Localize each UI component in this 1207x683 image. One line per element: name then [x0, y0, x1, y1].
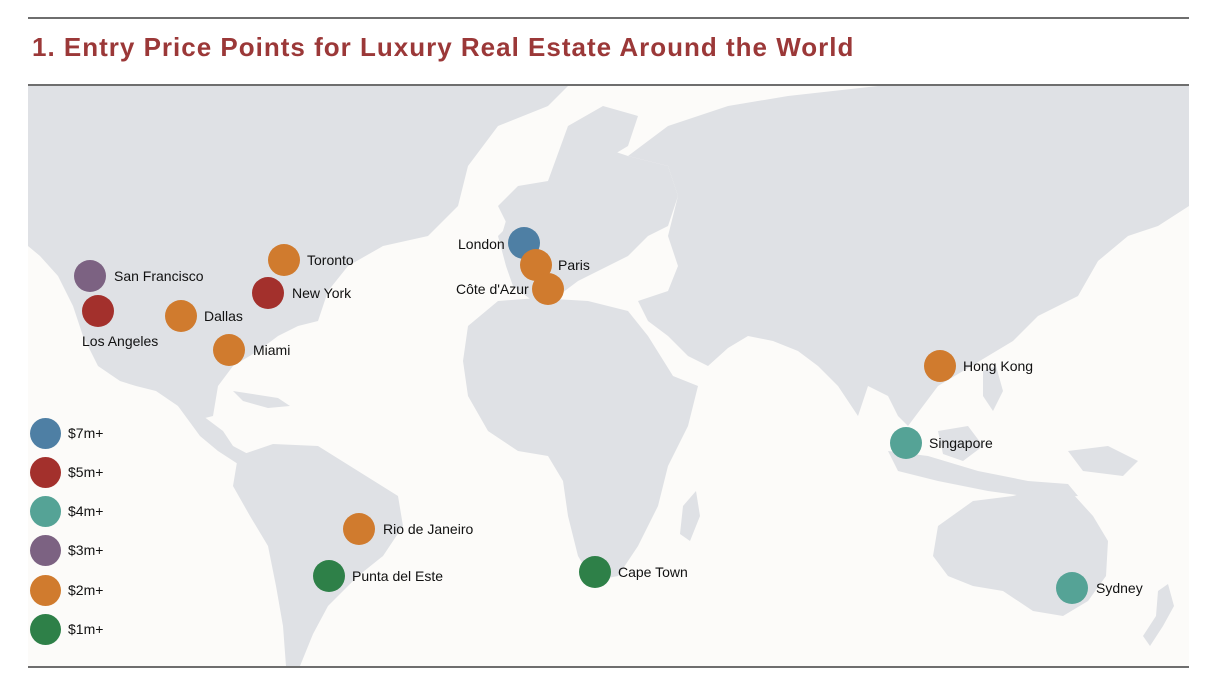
legend-label: $7m+	[68, 425, 104, 441]
city-marker-toronto	[268, 244, 300, 276]
city-label-toronto: Toronto	[307, 252, 354, 268]
city-marker-punta-del-este	[313, 560, 345, 592]
legend-label: $2m+	[68, 582, 104, 598]
city-label-paris: Paris	[558, 257, 590, 273]
city-marker-los-angeles	[82, 295, 114, 327]
city-label-cote-d-azur: Côte d'Azur	[456, 281, 529, 297]
legend-label: $5m+	[68, 464, 104, 480]
legend-swatch	[30, 496, 61, 527]
legend-swatch	[30, 575, 61, 606]
legend-label: $3m+	[68, 542, 104, 558]
landmass-japan	[1018, 241, 1068, 308]
city-marker-miami	[213, 334, 245, 366]
city-marker-singapore	[890, 427, 922, 459]
city-label-london: London	[458, 236, 505, 252]
city-marker-dallas	[165, 300, 197, 332]
city-marker-new-york	[252, 277, 284, 309]
title-rule	[28, 84, 1189, 86]
landmass-new-guinea	[1068, 446, 1138, 476]
city-label-miami: Miami	[253, 342, 291, 358]
landmass-madagascar	[680, 491, 700, 541]
city-marker-cote-d-azur	[532, 273, 564, 305]
landmass-philippines	[983, 366, 1003, 411]
city-marker-hong-kong	[924, 350, 956, 382]
city-marker-rio-de-janeiro	[343, 513, 375, 545]
city-label-cape-town: Cape Town	[618, 564, 688, 580]
landmass-south-america	[233, 444, 403, 666]
city-label-rio-de-janeiro: Rio de Janeiro	[383, 521, 474, 537]
city-marker-cape-town	[579, 556, 611, 588]
legend-swatch	[30, 535, 61, 566]
city-label-san-francisco: San Francisco	[114, 268, 204, 284]
city-marker-san-francisco	[74, 260, 106, 292]
legend-swatch	[30, 457, 61, 488]
bottom-rule	[28, 666, 1189, 668]
city-label-punta-del-este: Punta del Este	[352, 568, 444, 584]
city-label-new-york: New York	[292, 285, 352, 301]
legend-swatch	[30, 614, 61, 645]
landmass-scandinavia	[548, 106, 638, 201]
map-title: 1. Entry Price Points for Luxury Real Es…	[32, 32, 855, 62]
landmass-borneo	[938, 426, 983, 461]
city-marker-sydney	[1056, 572, 1088, 604]
city-label-los-angeles: Los Angeles	[82, 333, 159, 349]
landmass-caribbean	[233, 391, 290, 408]
city-label-sydney: Sydney	[1096, 580, 1143, 596]
legend-swatch	[30, 418, 61, 449]
top-rule	[28, 17, 1189, 19]
city-label-singapore: Singapore	[929, 435, 993, 451]
landmass-asia	[628, 86, 1189, 426]
landmass-greenland	[358, 86, 488, 181]
legend-label: $4m+	[68, 503, 104, 519]
city-label-hong-kong: Hong Kong	[963, 358, 1034, 374]
world-map: $7m+ $5m+ $4m+ $3m+ $2m+ $1m+ San Francisco Lo…	[28, 86, 1189, 666]
city-label-dallas: Dallas	[204, 308, 243, 324]
land-masses	[28, 86, 1189, 666]
landmass-new-zealand	[1143, 584, 1174, 646]
landmass-africa	[463, 298, 698, 581]
landmass-central-america	[178, 406, 248, 464]
landmass-indonesia	[888, 451, 1078, 498]
legend-label: $1m+	[68, 621, 104, 637]
